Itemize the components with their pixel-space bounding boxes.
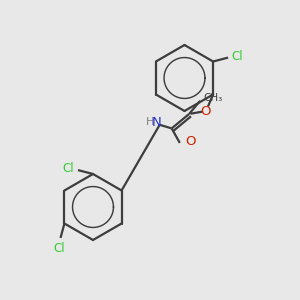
Text: Cl: Cl [53, 242, 65, 254]
Text: CH₃: CH₃ [203, 93, 222, 103]
Text: H: H [146, 117, 154, 127]
Text: Cl: Cl [232, 50, 243, 63]
Text: N: N [152, 116, 162, 129]
Text: Cl: Cl [63, 162, 74, 175]
Text: O: O [200, 104, 211, 118]
Text: O: O [185, 135, 196, 148]
